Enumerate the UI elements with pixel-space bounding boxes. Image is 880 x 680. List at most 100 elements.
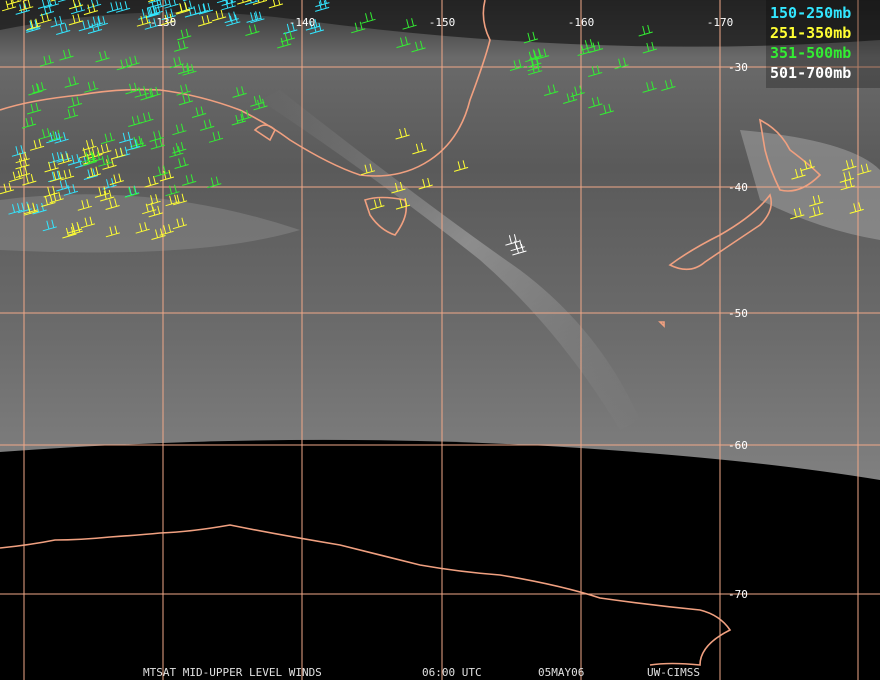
wind-barb [642,41,657,54]
wind-barb [177,62,193,75]
wind-barb [151,228,166,240]
wind-barb [15,166,31,178]
wind-barb [165,194,180,207]
wind-barb [62,226,77,239]
wind-barb [809,206,824,218]
dark-band [0,0,880,47]
wind-barb [570,85,585,98]
wind-barb [200,119,215,131]
wind-barb [125,139,141,151]
wind-barb [177,28,192,41]
wind-barb [231,113,246,126]
wind-barb [839,171,854,183]
wind-barb [544,84,559,96]
wind-barb [252,0,268,5]
wind-barb [614,57,629,70]
wind-barb [165,184,180,197]
wind-barb [68,0,84,10]
wind-barb [50,15,65,28]
wind-barb [57,153,72,165]
wind-barb [164,0,179,9]
wind-barb [174,157,189,169]
wind-barb [125,82,140,95]
latitude-label: -50 [728,307,748,320]
wind-barb [89,15,104,28]
wind-barb [169,146,184,158]
wind-barb [182,174,197,186]
wind-barb [154,165,169,178]
wind-barb [43,185,58,198]
wind-barb [98,155,113,167]
wind-barb [360,163,376,176]
wind-barb [155,0,170,9]
longitude-label: -170 [707,16,734,29]
wind-barb [411,40,426,53]
cloud-band [740,130,880,240]
wind-barb [86,166,102,179]
wind-barb [172,217,188,230]
antarctica-coast [0,524,732,666]
wind-barb [661,79,676,91]
wind-barb [221,0,236,11]
wind-barb [207,176,222,189]
wind-barb [395,127,410,140]
wind-barb [67,221,83,234]
footer-time: 06:00 UTC [422,666,482,679]
wind-barb [15,157,30,170]
wind-barb [599,103,614,116]
cloud-band [260,90,640,430]
wind-barb [402,18,417,30]
wind-barb [396,36,411,49]
wind-barb [221,0,236,6]
wind-barb [562,92,578,104]
legend-entry: 501-700mb [770,64,851,82]
wind-barb [505,234,520,246]
wind-barb [148,0,156,3]
latitude-label: -60 [728,439,748,452]
wind-barb [527,55,542,68]
wind-barb [119,131,134,144]
coast-island [253,124,276,142]
wind-barb [38,128,53,140]
wind-barb [840,178,855,191]
wind-barb [182,0,188,2]
wind-barb [39,55,55,67]
wind-barb [232,86,247,98]
australia-coast [0,0,491,177]
wind-barb [588,65,603,77]
wind-barb [15,3,30,15]
longitude-label: -130 [150,16,177,29]
wind-barb [277,36,292,49]
wind-barb [800,159,815,172]
wind-barb [246,11,261,23]
wind-barb [80,216,96,229]
wind-barb [216,0,229,4]
legend-entry: 251-350mb [770,24,851,42]
wind-barb [395,197,411,210]
wind-barb [790,207,805,220]
legend-entry: 150-250mb [770,4,851,22]
wind-barb [26,21,41,33]
latitude-label: -30 [728,61,748,74]
wind-barb [49,170,64,183]
wind-barb [226,14,241,27]
wind-barb [87,22,103,34]
legend-entry: 351-500mb [770,44,851,62]
wind-barb [124,186,139,198]
wind-barb [191,106,207,118]
wind-barb [391,181,406,194]
coast-island [658,321,665,328]
wind-barb [135,222,150,234]
wind-barb [197,14,213,27]
night-region [0,439,880,680]
wind-barb [29,139,45,151]
wind-barb [148,205,163,218]
nz-south-island [668,193,773,271]
wind-barb [100,189,115,202]
wind-barb [268,0,284,9]
legend-background [766,0,880,88]
wind-barb [11,145,27,157]
wind-barb [315,0,330,12]
wind-barb [63,184,79,196]
